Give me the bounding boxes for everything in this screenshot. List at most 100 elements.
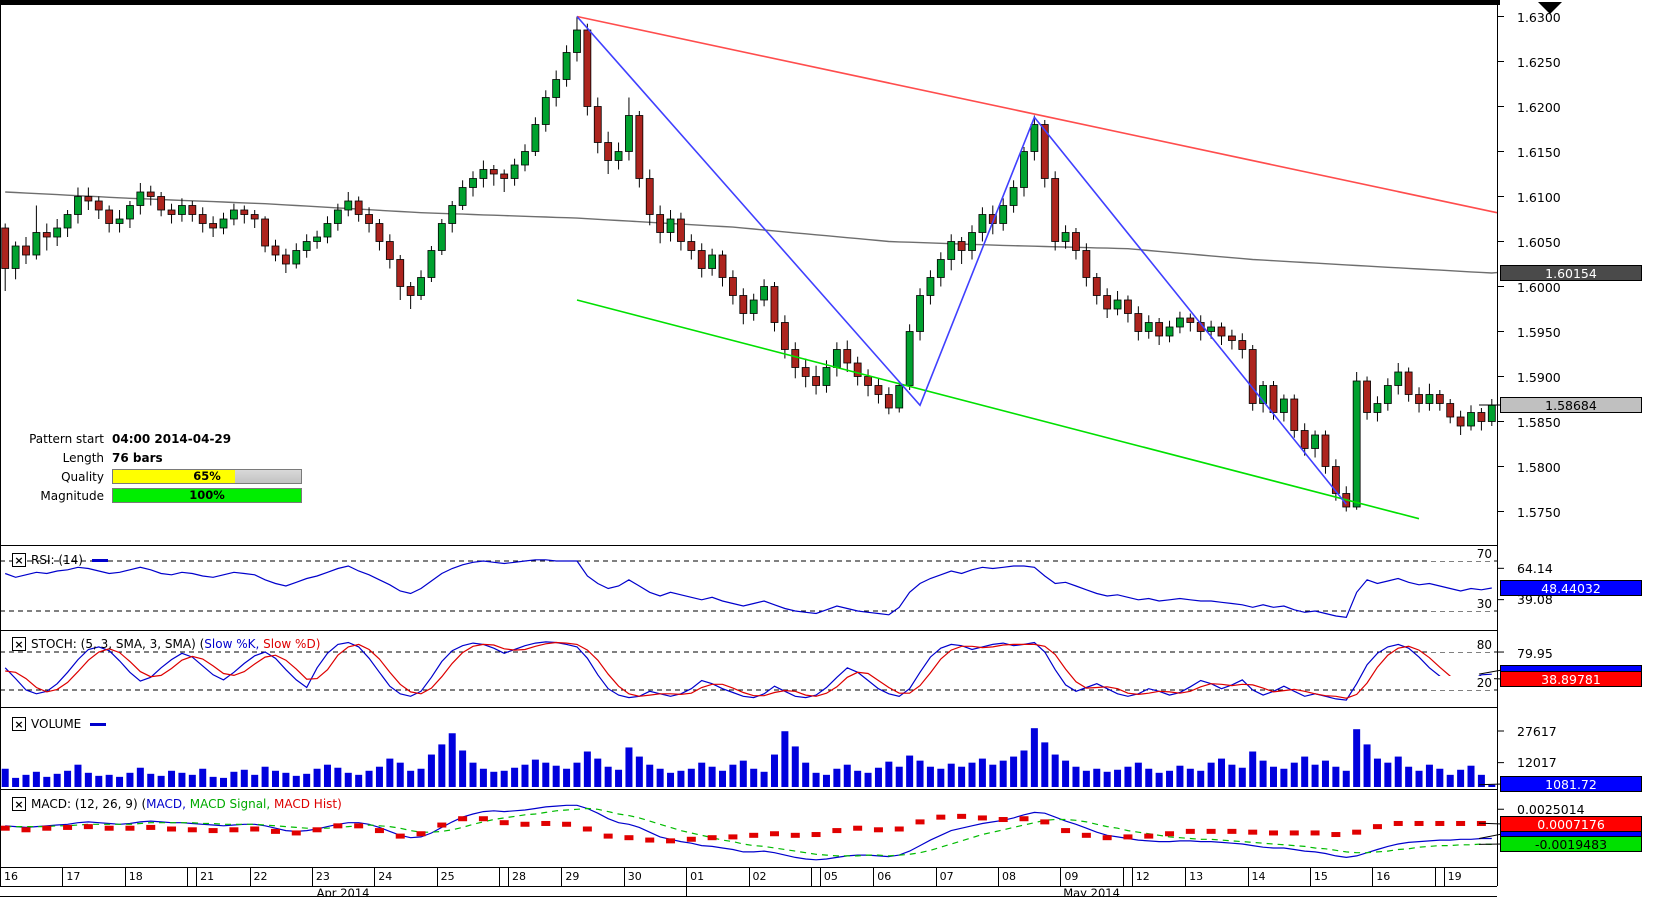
pattern-length-label: Length	[62, 450, 104, 465]
candle-body	[905, 331, 914, 386]
candle-body	[94, 200, 103, 211]
volume-bar	[1249, 751, 1257, 787]
candle-body	[541, 97, 550, 125]
price-tick-label: 1.6200	[1517, 99, 1561, 115]
macd-hist-dash	[333, 823, 343, 829]
candle-body	[417, 277, 425, 296]
macd-hist-dash	[790, 832, 800, 838]
volume-bar	[1446, 774, 1454, 787]
volume-bar	[885, 761, 893, 787]
volume-bar	[958, 766, 966, 787]
macd-hist-dash	[458, 816, 468, 822]
candle-body	[1259, 385, 1267, 404]
stoch-d-badge: 38.89781	[1500, 671, 1642, 687]
volume-bar	[978, 758, 986, 787]
candle-body	[1383, 385, 1392, 404]
weekend-separator	[508, 868, 509, 886]
macd-label: MACD: (12, 26, 9) (MACD, MACD Signal, MA…	[31, 797, 342, 811]
macd-hist-dash	[811, 832, 821, 838]
rsi-checkbox[interactable]: ×	[12, 553, 26, 567]
candle-body	[1228, 335, 1236, 341]
pattern-length-value: 76 bars	[112, 450, 163, 465]
candle-body	[697, 250, 706, 269]
volume-checkbox[interactable]: ×	[12, 717, 26, 731]
macd-hist-dash	[1331, 832, 1341, 838]
volume-bar	[188, 774, 196, 787]
volume-bar	[511, 767, 519, 787]
price-tick-label: 1.5750	[1517, 504, 1561, 520]
candle-body	[1373, 403, 1382, 413]
macd-checkbox[interactable]: ×	[12, 797, 26, 811]
volume-bar	[594, 758, 602, 787]
volume-bar	[147, 773, 155, 787]
candle-body	[115, 218, 124, 224]
date-label: 17	[66, 870, 81, 883]
volume-bar	[708, 766, 716, 787]
macd-hist-dash	[0, 825, 10, 831]
volume-bar	[407, 770, 415, 787]
candle-body	[822, 367, 831, 386]
volume-bar	[895, 766, 903, 787]
candle-body	[178, 205, 186, 215]
candle-body	[864, 376, 872, 386]
stoch-tick: 79.95	[1517, 646, 1553, 661]
macd-hist-dash	[354, 823, 364, 829]
price-tick-label: 1.6300	[1517, 9, 1561, 25]
date-label: 18	[128, 870, 143, 883]
date-label: 08	[1002, 870, 1016, 883]
candle-body	[74, 196, 82, 215]
volume-header: × VOLUME	[12, 717, 107, 731]
rsi-value-badge: 48.44032	[1500, 580, 1642, 596]
volume-bar	[500, 770, 508, 787]
macd-hist-badge: 0.0007176	[1500, 816, 1642, 832]
candle-body	[1456, 416, 1465, 427]
candle-body	[1040, 124, 1049, 179]
macd-hist-dash	[977, 815, 987, 821]
pattern-info-panel: Pattern start 04:00 2014-04-29 Length 76…	[16, 429, 302, 505]
candle-body	[521, 151, 529, 166]
volume-bar	[812, 772, 820, 787]
date-cell: 08	[998, 868, 1060, 886]
date-label: 01	[690, 870, 705, 883]
candle-body	[1103, 295, 1112, 310]
candle-body	[749, 299, 758, 314]
macd-hist-dash	[478, 816, 488, 822]
volume-bar	[989, 764, 997, 787]
candle-body	[1009, 187, 1018, 206]
volume-bar	[292, 775, 300, 787]
macd-hist-dash	[1456, 820, 1466, 826]
candle-body	[625, 115, 633, 152]
macd-hist-dash	[1414, 820, 1424, 826]
candle-body	[936, 259, 945, 278]
weekend-separator	[819, 868, 821, 886]
candle-body	[313, 236, 321, 242]
candle-body	[770, 286, 779, 323]
candle-body	[448, 205, 457, 224]
candle-body	[562, 52, 571, 80]
candle-body	[1217, 326, 1226, 337]
macd-hist-dash	[957, 813, 967, 819]
candle-body	[874, 385, 883, 395]
pattern-magnitude-row: Magnitude 100%	[16, 486, 302, 505]
macd-hist-dash	[1393, 820, 1403, 826]
stoch-checkbox[interactable]: ×	[12, 637, 26, 651]
candle-body	[593, 106, 602, 143]
chart-canvas[interactable]	[0, 0, 1655, 868]
candle-body	[687, 241, 696, 251]
volume-bar	[1425, 764, 1433, 787]
date-label: 09	[1064, 870, 1079, 883]
volume-bar	[157, 775, 165, 787]
badge-leader-line	[1478, 822, 1503, 825]
macd-hist-dash	[1165, 831, 1175, 837]
badge-leader-line	[1478, 669, 1503, 675]
volume-bar	[1145, 768, 1153, 787]
volume-tick-high: 27617	[1517, 724, 1557, 739]
volume-bar	[635, 756, 643, 787]
macd-signal-badge: -0.0019483	[1500, 836, 1642, 852]
magnitude-meter-fill	[113, 489, 301, 502]
candle-body	[1207, 326, 1216, 332]
volume-bar	[459, 750, 467, 787]
candle-body	[760, 286, 768, 301]
volume-bar	[116, 776, 124, 787]
candle-body	[209, 223, 218, 229]
